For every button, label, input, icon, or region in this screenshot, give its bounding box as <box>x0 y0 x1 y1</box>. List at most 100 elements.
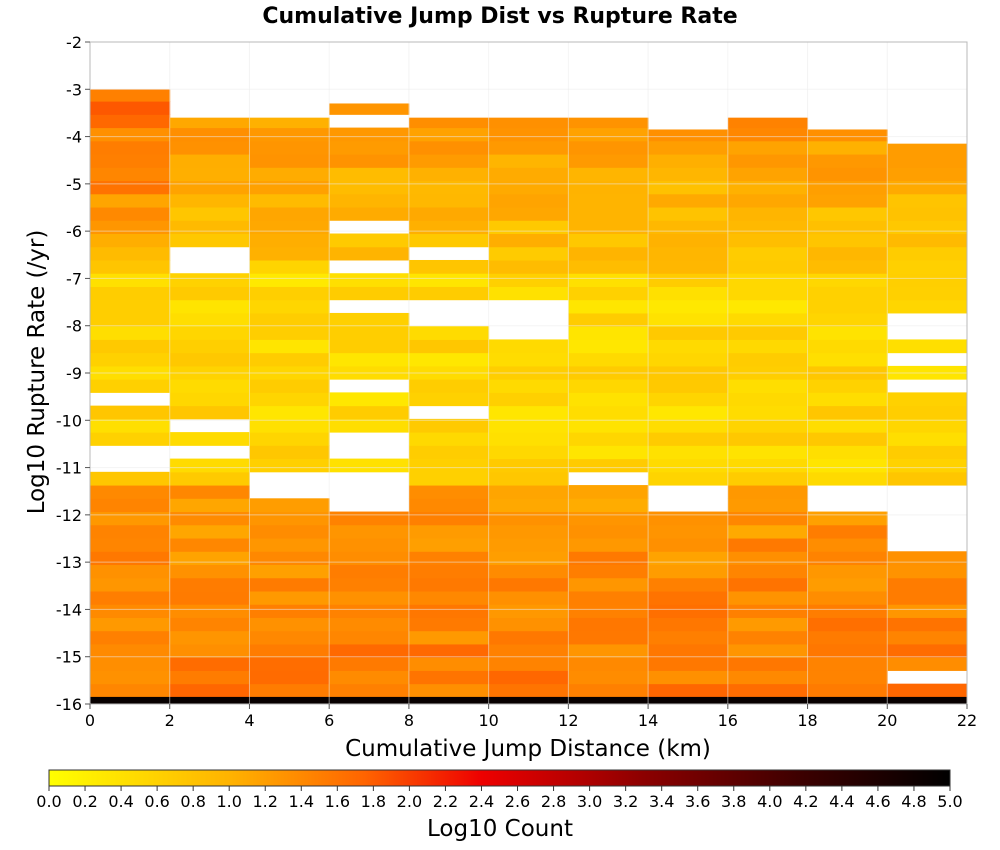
colorbar-tick-label: 0.8 <box>180 792 205 811</box>
heatmap-cell <box>169 590 250 605</box>
heatmap-cell <box>568 643 649 658</box>
heatmap-cell <box>568 167 649 182</box>
colorbar-tick-label: 1.2 <box>253 792 278 811</box>
heatmap-cell <box>329 538 410 552</box>
heatmap-cell <box>408 352 490 367</box>
heatmap-cell <box>169 670 250 685</box>
x-tick-label: 0 <box>85 711 95 730</box>
y-tick-label: -2 <box>66 33 82 52</box>
heatmap-cell <box>648 445 729 460</box>
heatmap-cell <box>648 643 729 658</box>
heatmap-cell <box>807 312 888 327</box>
x-tick-label: 16 <box>718 711 738 730</box>
heatmap-cell <box>408 418 490 433</box>
heatmap-cell <box>169 312 250 327</box>
heatmap-cell <box>408 286 490 301</box>
heatmap-cell <box>408 643 490 658</box>
heatmap-cell <box>887 339 968 354</box>
heatmap-cell <box>90 286 171 301</box>
colorbar-tick-label: 2.2 <box>433 792 458 811</box>
heatmap-cell <box>887 392 968 407</box>
y-tick-label: -3 <box>66 80 82 99</box>
heatmap-cell <box>648 458 729 473</box>
heatmap-cell <box>887 551 968 566</box>
heatmap-cell <box>169 273 250 287</box>
heatmap-cell <box>568 418 649 433</box>
heatmap-cell <box>727 432 809 446</box>
heatmap-cell <box>727 339 809 354</box>
heatmap-cell <box>727 405 809 420</box>
heatmap-cell <box>727 246 809 261</box>
heatmap-cell <box>249 207 330 221</box>
heatmap-cell <box>648 246 729 261</box>
heatmap-cell <box>329 154 410 168</box>
colorbar-label: Log10 Count <box>427 816 573 842</box>
colorbar-tick-label: 0.0 <box>36 792 61 811</box>
heatmap-cell <box>568 590 649 605</box>
heatmap-cell <box>249 670 330 685</box>
heatmap-cell <box>488 604 569 618</box>
heatmap-cell <box>887 154 968 168</box>
heatmap-cell <box>408 551 490 566</box>
colorbar-ticks: 0.0 0.2 0.4 0.6 0.8 1.0 1.2 1.4 1.6 1.8 2.0 2.2 2.4 2… <box>36 786 963 811</box>
y-tick-label: -9 <box>66 364 82 383</box>
heatmap-cell <box>488 471 569 486</box>
heatmap-cell <box>488 643 569 658</box>
heatmap-cell <box>408 577 490 592</box>
heatmap-cell <box>488 246 569 261</box>
heatmap-cell <box>329 326 410 340</box>
heatmap-cell <box>249 445 330 460</box>
heatmap-cell <box>169 299 250 314</box>
heatmap-cell <box>568 564 649 579</box>
heatmap-cell <box>648 564 729 579</box>
heatmap-cell <box>807 590 888 605</box>
heatmap-cell <box>727 127 809 142</box>
heatmap-cell <box>329 604 410 618</box>
heatmap-cell <box>648 207 729 221</box>
colorbar-tick-label: 2.0 <box>397 792 422 811</box>
heatmap-cell <box>727 273 809 287</box>
x-tick-label: 18 <box>797 711 817 730</box>
heatmap-cell <box>568 299 649 314</box>
colorbar-tick-label: 3.0 <box>577 792 602 811</box>
x-tick-label: 12 <box>558 711 578 730</box>
heatmap-cell <box>648 670 729 685</box>
heatmap-cell <box>169 193 250 208</box>
heatmap-cell <box>568 286 649 301</box>
heatmap-cell <box>727 312 809 327</box>
heatmap-cell <box>329 103 410 115</box>
heatmap-cell <box>329 233 410 248</box>
heatmap-cell <box>488 564 569 579</box>
heatmap-cell <box>807 604 888 618</box>
heatmap-cell <box>488 193 569 208</box>
heatmap-cell <box>807 207 888 221</box>
heatmap-cell <box>648 273 729 287</box>
heatmap-cell <box>807 352 888 367</box>
heatmap-cell <box>249 458 330 473</box>
heatmap-cell <box>488 657 569 671</box>
heatmap-cell <box>568 246 649 261</box>
heatmap-cell <box>887 405 968 420</box>
heatmap-cell <box>727 117 809 129</box>
heatmap-cell <box>169 167 250 182</box>
heatmap-cell <box>90 564 171 579</box>
heatmap-cell <box>648 604 729 618</box>
colorbar-tick-label: 0.6 <box>144 792 169 811</box>
heatmap-cell <box>90 101 171 115</box>
heatmap-cell <box>807 299 888 314</box>
heatmap-cell <box>90 352 171 367</box>
colorbar-tick-label: 3.2 <box>613 792 638 811</box>
heatmap-cell <box>568 379 649 393</box>
heatmap-cell <box>648 418 729 433</box>
heatmap-cell <box>568 339 649 354</box>
heatmap-cell <box>488 220 569 235</box>
y-tick-label: -8 <box>66 317 82 336</box>
heatmap-cell <box>727 498 809 513</box>
y-tick-label: -15 <box>56 648 82 667</box>
heatmap-cell <box>887 207 968 221</box>
heatmap-cell <box>90 246 171 261</box>
heatmap-cell <box>90 193 171 208</box>
heatmap-cell <box>648 511 729 526</box>
y-tick-label: -5 <box>66 175 82 194</box>
heatmap-cell <box>488 207 569 221</box>
